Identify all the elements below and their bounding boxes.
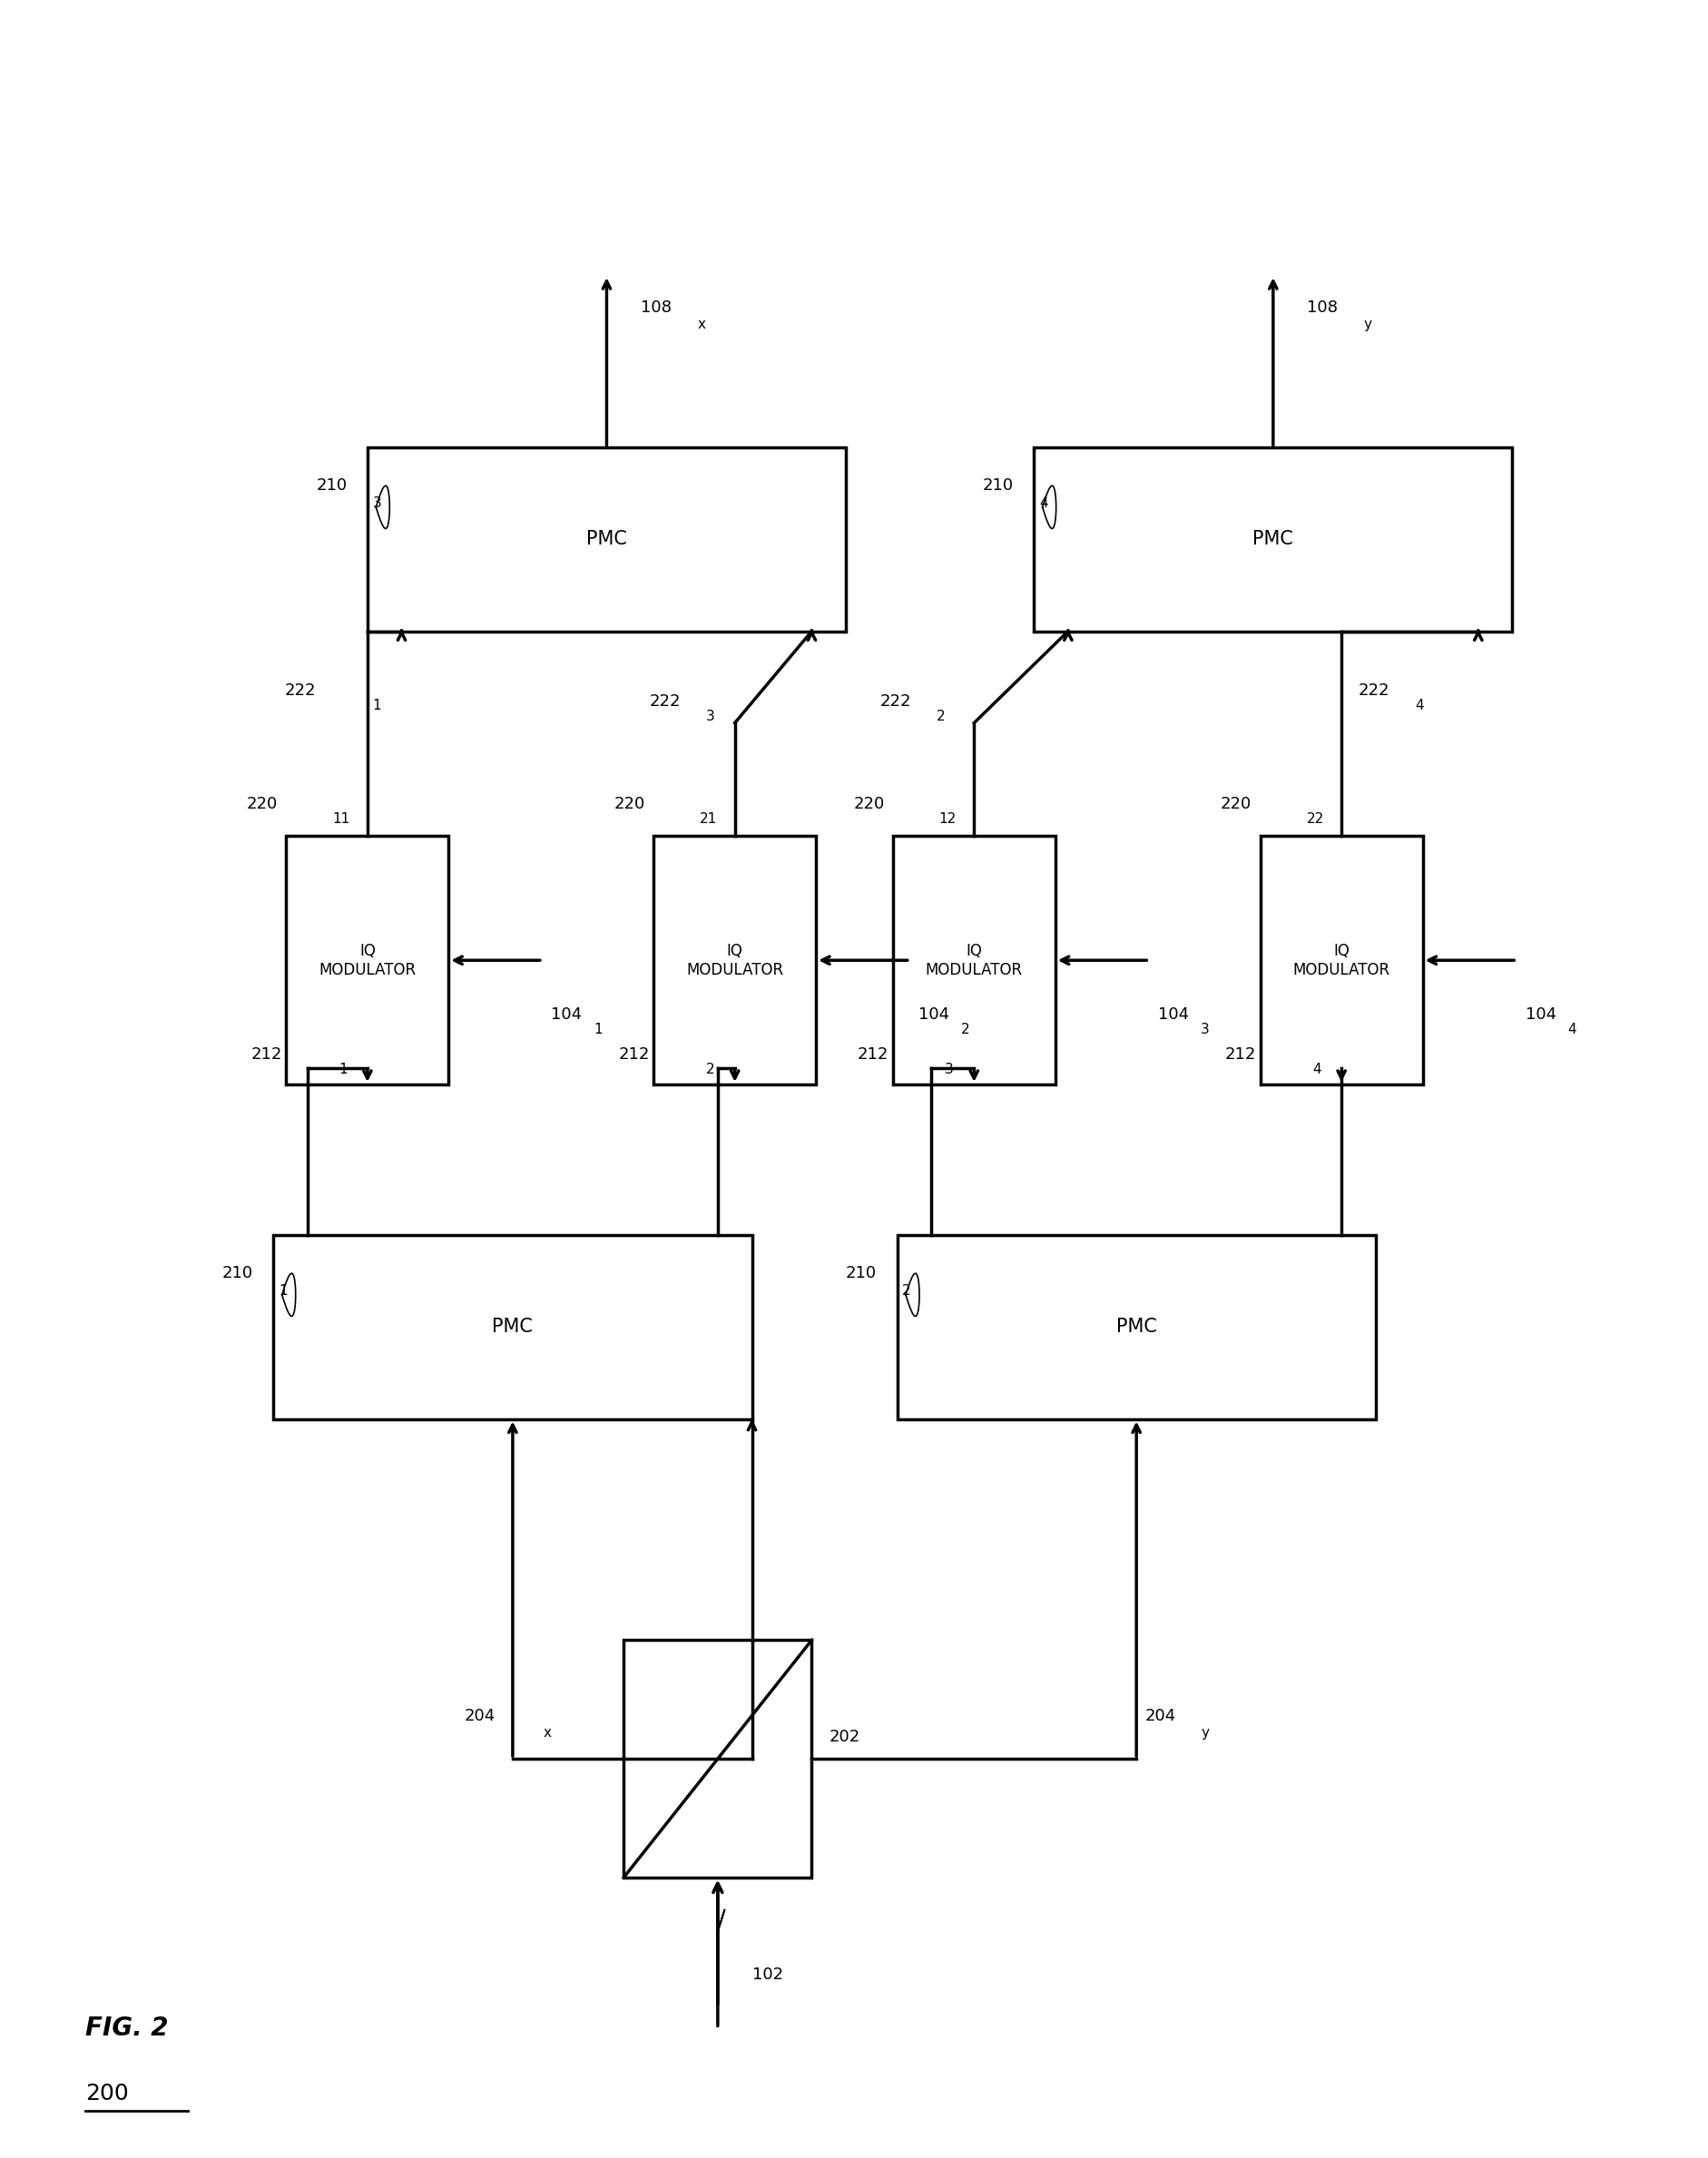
Text: 102: 102	[752, 1966, 782, 1983]
Text: y: y	[1201, 1726, 1209, 1739]
Text: 4: 4	[1568, 1023, 1576, 1036]
Text: 222: 222	[649, 693, 680, 710]
FancyBboxPatch shape	[1261, 835, 1421, 1083]
Text: 104: 104	[550, 1006, 582, 1023]
Text: 108: 108	[640, 300, 671, 315]
Text: 212: 212	[1225, 1047, 1255, 1064]
Text: x: x	[543, 1726, 552, 1739]
Text: 220: 220	[1220, 796, 1250, 811]
Text: 1: 1	[338, 1064, 347, 1077]
Text: 2: 2	[705, 1064, 714, 1077]
Text: 204: 204	[465, 1707, 495, 1724]
Text: 12: 12	[939, 811, 956, 827]
Text: 210: 210	[845, 1265, 876, 1282]
Text: 220: 220	[613, 796, 646, 811]
FancyBboxPatch shape	[367, 449, 845, 632]
Text: 104: 104	[1525, 1006, 1556, 1023]
Text: 210: 210	[982, 477, 1013, 494]
Text: 4: 4	[1038, 496, 1047, 509]
Text: 222: 222	[880, 693, 910, 710]
Text: IQ
MODULATOR: IQ MODULATOR	[1293, 943, 1389, 978]
Text: PMC: PMC	[1252, 531, 1293, 548]
FancyBboxPatch shape	[897, 1234, 1375, 1420]
FancyBboxPatch shape	[273, 1234, 752, 1420]
Text: 202: 202	[828, 1729, 859, 1746]
Text: IQ
MODULATOR: IQ MODULATOR	[926, 943, 1021, 978]
FancyBboxPatch shape	[623, 1640, 811, 1877]
Text: 220: 220	[246, 796, 277, 811]
Text: 104: 104	[919, 1006, 950, 1023]
Text: 2: 2	[902, 1284, 910, 1297]
Text: 212: 212	[251, 1047, 282, 1064]
Text: y: y	[1363, 317, 1372, 332]
FancyBboxPatch shape	[652, 835, 816, 1083]
Text: 104: 104	[1158, 1006, 1189, 1023]
Text: 204: 204	[1144, 1707, 1175, 1724]
Text: 1: 1	[278, 1284, 287, 1297]
FancyBboxPatch shape	[285, 835, 447, 1083]
Text: 3: 3	[705, 710, 714, 723]
Text: PMC: PMC	[1115, 1319, 1156, 1336]
Text: 200: 200	[85, 2082, 128, 2104]
Text: PMC: PMC	[492, 1319, 533, 1336]
Text: IQ
MODULATOR: IQ MODULATOR	[687, 943, 782, 978]
Text: 22: 22	[1307, 811, 1324, 827]
Text: 1: 1	[372, 699, 381, 712]
Text: 3: 3	[372, 496, 381, 509]
Text: 4: 4	[1414, 699, 1423, 712]
Text: 3: 3	[945, 1064, 953, 1077]
Text: 212: 212	[857, 1047, 888, 1064]
Text: 1: 1	[594, 1023, 603, 1036]
Text: 108: 108	[1307, 300, 1337, 315]
Text: 11: 11	[331, 811, 350, 827]
FancyBboxPatch shape	[1033, 449, 1512, 632]
Text: IQ
MODULATOR: IQ MODULATOR	[319, 943, 415, 978]
Text: 2: 2	[960, 1023, 970, 1036]
Text: 220: 220	[852, 796, 885, 811]
Text: x: x	[697, 317, 705, 332]
Text: 212: 212	[618, 1047, 649, 1064]
Text: FIG. 2: FIG. 2	[85, 2016, 169, 2041]
Text: 4: 4	[1312, 1064, 1320, 1077]
Text: 222: 222	[285, 682, 316, 699]
Text: 222: 222	[1358, 682, 1389, 699]
Text: PMC: PMC	[586, 531, 627, 548]
FancyBboxPatch shape	[892, 835, 1054, 1083]
Text: 2: 2	[936, 710, 945, 723]
Text: 210: 210	[316, 477, 347, 494]
Text: 210: 210	[222, 1265, 253, 1282]
Text: 21: 21	[700, 811, 717, 827]
Text: 3: 3	[1199, 1023, 1209, 1036]
